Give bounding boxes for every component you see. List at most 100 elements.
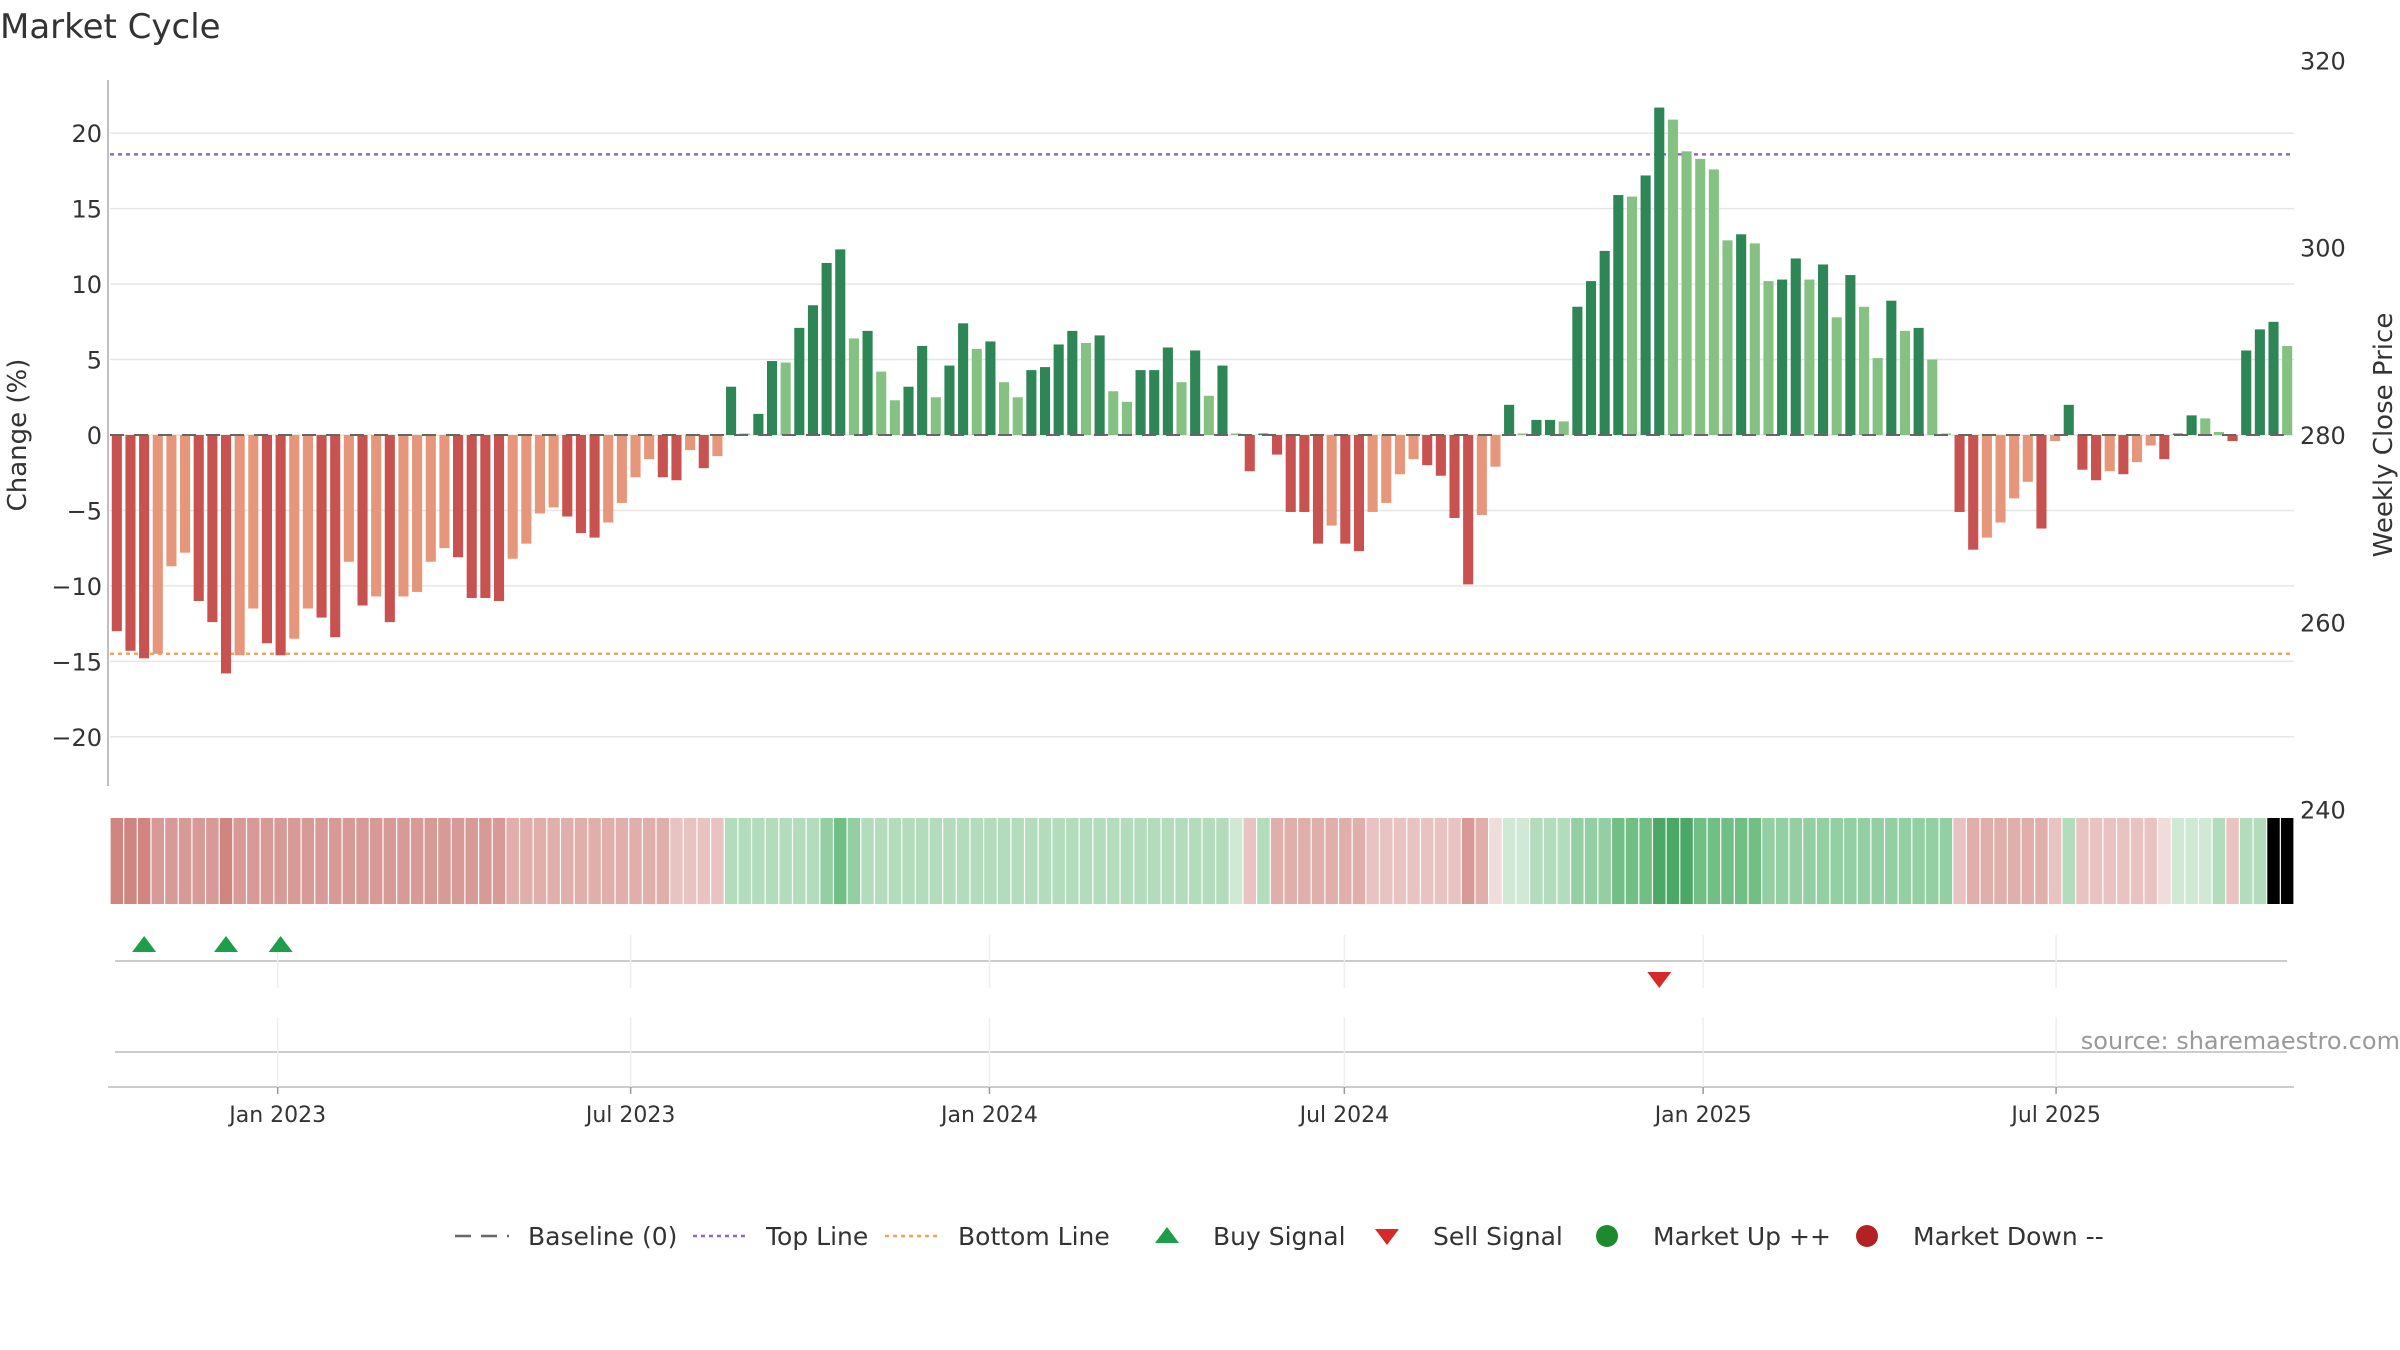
strength-cell [1871, 818, 1884, 904]
strength-cell [2158, 818, 2171, 904]
x-tick-label: Jan 2024 [939, 1103, 1038, 1128]
change-bar [1381, 435, 1392, 503]
change-bar [958, 323, 969, 435]
change-bar [1285, 435, 1296, 512]
strength-cell [1598, 818, 1611, 904]
strength-cell [124, 818, 137, 904]
change-bar [1231, 433, 1242, 435]
strength-cell [451, 818, 465, 904]
strength-cell [1516, 818, 1529, 904]
buy-signal-marker [132, 936, 157, 952]
buy-signal-marker [268, 936, 293, 952]
change-bar [2213, 431, 2224, 435]
strength-cell [2035, 818, 2048, 904]
change-bar [2063, 404, 2074, 435]
change-bar [2227, 435, 2238, 442]
strength-cell [2212, 818, 2226, 904]
change-bar [453, 435, 464, 558]
change-bar [1654, 107, 1665, 436]
change-bar [2118, 435, 2129, 475]
strength-cell [1803, 818, 1816, 904]
change-bar [1695, 158, 1706, 435]
strength-cell [574, 818, 588, 904]
sell-signal-legend-icon [1375, 1229, 1399, 1245]
strength-cell [561, 818, 574, 904]
legend-item: Buy Signal [1155, 1222, 1346, 1251]
strength-cell [1243, 818, 1256, 904]
strength-cell [1489, 818, 1502, 904]
strength-cell [1612, 818, 1625, 904]
change-bar [616, 435, 627, 503]
change-bar [766, 361, 778, 435]
change-bar [1858, 306, 1870, 435]
strength-cell [711, 818, 724, 904]
strength-cell [1393, 818, 1407, 904]
strength-cell [1639, 818, 1652, 904]
change-bar [985, 341, 996, 435]
change-bar [2186, 415, 2197, 435]
strength-cell [1680, 818, 1693, 904]
legend-label: Sell Signal [1433, 1222, 1563, 1251]
strength-cell [1380, 818, 1393, 904]
y-tick-label: 0 [87, 422, 102, 450]
strength-cell [2253, 818, 2267, 904]
change-bar [589, 435, 600, 538]
change-bar [1367, 435, 1378, 512]
change-bar [1667, 119, 1678, 436]
strength-cell [2007, 818, 2021, 904]
strength-cell [1584, 818, 1598, 904]
change-bar [261, 435, 273, 644]
strength-cell [1939, 818, 1953, 904]
strength-cell [1748, 818, 1762, 904]
strength-cell [642, 818, 656, 904]
legend-label: Market Up ++ [1653, 1222, 1831, 1251]
change-bar [630, 435, 641, 478]
change-bar [1094, 335, 1105, 435]
change-bar [1968, 435, 1979, 550]
strength-cell [1161, 818, 1175, 904]
change-bar [2050, 435, 2061, 442]
change-bar [1463, 435, 1474, 585]
strength-cell [656, 818, 670, 904]
change-bar [1121, 401, 1132, 435]
y2-tick-label: 320 [2300, 47, 2346, 75]
change-bar [848, 338, 859, 435]
strength-cell [2280, 818, 2294, 904]
strength-cell [1311, 818, 1325, 904]
change-bar [1490, 435, 1501, 467]
change-bar [1203, 395, 1214, 435]
strength-cell [110, 818, 124, 904]
change-bar [398, 435, 409, 597]
strength-cell [329, 818, 342, 904]
change-bar [1476, 435, 1487, 515]
strength-cell [2144, 818, 2157, 904]
change-bar [152, 435, 163, 654]
change-bar [1845, 275, 1856, 435]
strength-cell [1475, 818, 1489, 904]
strength-cell [533, 818, 547, 904]
legend-item: Sell Signal [1375, 1222, 1563, 1251]
change-bar [794, 327, 805, 435]
strength-cell [929, 818, 943, 904]
change-bar [1067, 330, 1078, 435]
change-bar [2145, 435, 2156, 446]
strength-cell [438, 818, 451, 904]
strength-cell [2103, 818, 2116, 904]
change-bar [1913, 327, 1924, 435]
change-bar [125, 435, 136, 651]
change-bar [521, 435, 532, 544]
change-bar [1422, 435, 1433, 466]
change-bar [2200, 418, 2211, 435]
change-bar [1585, 281, 1597, 435]
strength-cell [342, 818, 356, 904]
change-bar [2036, 435, 2047, 529]
strength-cell [479, 818, 492, 904]
change-bar [1818, 264, 1829, 435]
change-bar [726, 386, 737, 435]
strength-cell [2185, 818, 2198, 904]
strength-cell [315, 818, 328, 904]
strength-cell [670, 818, 683, 904]
change-bar [1012, 397, 1023, 435]
y-tick-label: 20 [71, 120, 102, 148]
strength-cell [629, 818, 642, 904]
